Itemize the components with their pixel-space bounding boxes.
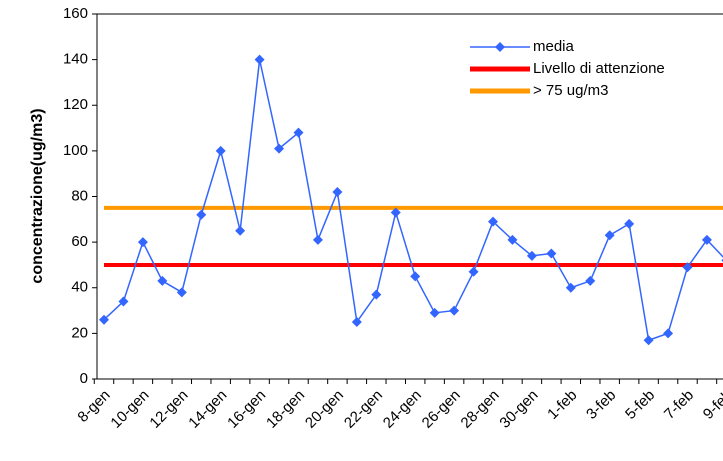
x-tick-label: 14-gen xyxy=(185,387,230,432)
legend-marker xyxy=(495,42,505,52)
series-line xyxy=(103,59,723,342)
x-tick-label: 7-feb xyxy=(661,387,697,423)
data-point xyxy=(624,218,635,229)
data-point xyxy=(546,248,557,259)
data-point xyxy=(312,234,323,245)
y-tick-label: 140 xyxy=(63,51,88,68)
data-point xyxy=(565,282,576,293)
y-tick-label: 40 xyxy=(71,279,88,296)
data-point xyxy=(526,250,537,261)
x-tick-label: 18-gen xyxy=(263,387,308,432)
y-tick-label: 60 xyxy=(71,233,88,250)
y-tick-label: 120 xyxy=(63,96,88,113)
data-point xyxy=(488,216,498,227)
data-point xyxy=(468,266,479,277)
data-point xyxy=(507,234,518,245)
x-tick-label: 24-gen xyxy=(380,387,425,432)
x-tick-label: 22-gen xyxy=(341,387,386,432)
x-tick-label: 26-gen xyxy=(419,387,464,432)
y-tick-label: 160 xyxy=(63,5,88,22)
data-point xyxy=(604,230,615,241)
x-tick-label: 28-gen xyxy=(458,387,503,432)
data-point xyxy=(449,305,460,316)
data-point xyxy=(663,328,674,339)
y-tick-label: 20 xyxy=(71,324,88,341)
y-axis-label: concentrazione(ug/m3) xyxy=(29,108,46,283)
legend-label: > 75 ug/m3 xyxy=(533,82,608,99)
x-tick-label: 12-gen xyxy=(146,387,191,432)
x-tick-label: 20-gen xyxy=(302,387,347,432)
x-tick-label: 30-gen xyxy=(496,387,541,432)
data-point xyxy=(118,296,129,307)
data-point xyxy=(429,307,440,318)
x-tick-label: 1-feb xyxy=(544,387,580,423)
data-point xyxy=(682,262,693,273)
data-point xyxy=(196,209,207,220)
x-tick-label: 10-gen xyxy=(107,387,152,432)
data-point xyxy=(235,225,246,236)
data-point xyxy=(157,275,168,286)
y-tick-label: 80 xyxy=(71,187,88,204)
data-point xyxy=(274,143,285,154)
data-point xyxy=(137,237,148,248)
data-point xyxy=(585,275,596,286)
x-tick-label: 3-feb xyxy=(583,387,619,423)
legend-label: Livello di attenzione xyxy=(533,60,665,77)
data-point xyxy=(351,316,362,327)
x-tick-label: 9-feb xyxy=(700,387,723,423)
x-tick-label: 5-feb xyxy=(622,387,658,423)
data-point xyxy=(390,207,401,218)
data-point xyxy=(293,127,304,138)
y-tick-label: 100 xyxy=(63,142,88,159)
data-point xyxy=(701,234,712,245)
data-point xyxy=(99,314,109,325)
data-point xyxy=(332,186,343,197)
data-point xyxy=(410,271,421,282)
data-point xyxy=(176,287,187,298)
legend-label: media xyxy=(533,38,575,55)
data-point xyxy=(215,145,226,156)
data-point xyxy=(254,54,265,65)
data-point xyxy=(371,289,382,300)
y-tick-label: 0 xyxy=(80,370,88,387)
x-tick-label: 16-gen xyxy=(224,387,269,432)
data-point xyxy=(643,335,654,346)
